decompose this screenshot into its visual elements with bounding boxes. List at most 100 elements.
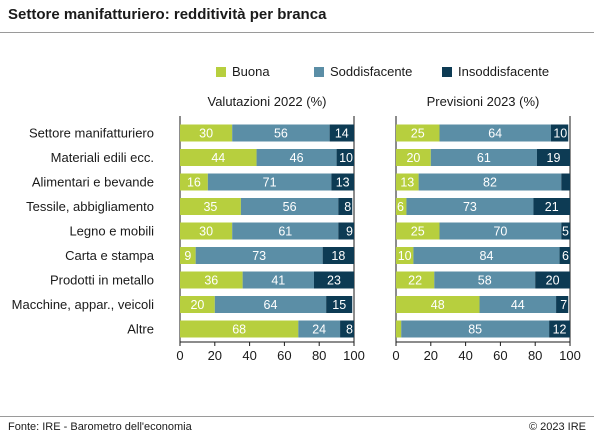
- panel-1-bar-soddisfacente-carta-e-stampa: [195, 247, 323, 264]
- panel-1-bar-insoddisfacente-tessile-abbigliamento: [338, 198, 353, 215]
- panel-2-bar-insoddisfacente-alimentari-e-bevande: [561, 173, 570, 191]
- panel-2-data-label-buona-carta-e-stampa: 10: [398, 249, 412, 263]
- panel-1-data-label-insoddisfacente-carta-e-stampa: 18: [331, 249, 345, 263]
- panel-2-bar-soddisfacente-materiali-edili-ecc: [430, 149, 537, 166]
- panel-1-tick-label-100: 100: [343, 348, 365, 363]
- panel-1-data-label-soddisfacente-alimentari-e-bevande: 71: [263, 176, 277, 190]
- panel-2-bar-buona-carta-e-stampa: [396, 247, 414, 264]
- panel-1-bar-insoddisfacente-alimentari-e-bevande: [331, 173, 354, 191]
- panel-1-data-label-insoddisfacente-legno-e-mobili: 9: [346, 225, 353, 239]
- panel-2-data-label-buona-macchine-appar-veicoli: 48: [431, 298, 445, 312]
- panel-1-bar-insoddisfacente-settore-manifatturiero: [329, 124, 354, 142]
- panel-2-bar-buona-settore-manifatturiero: [396, 124, 440, 142]
- category-label-carta-e-stampa: Carta e stampa: [65, 248, 155, 263]
- legend-label-buona: Buona: [232, 64, 270, 79]
- panel-1-bar-buona-settore-manifatturiero: [180, 124, 233, 142]
- panel-1-data-label-insoddisfacente-materiali-edili-ecc: 10: [339, 151, 353, 165]
- panel-1-bar-insoddisfacente-macchine-appar-veicoli: [326, 296, 353, 313]
- panel-2-bar-insoddisfacente-prodotti-in-metallo: [535, 271, 570, 289]
- panel-2-data-label-soddisfacente-legno-e-mobili: 70: [493, 225, 507, 239]
- panel-2-bar-insoddisfacente-tessile-abbigliamento: [533, 198, 570, 215]
- panel-1-bar-soddisfacente-alimentari-e-bevande: [207, 173, 332, 191]
- panel-1-data-label-buona-settore-manifatturiero: 30: [199, 127, 213, 141]
- panel-2-data-label-soddisfacente-alimentari-e-bevande: 82: [483, 176, 497, 190]
- panel-2-tick-label-0: 0: [392, 348, 399, 363]
- panel-1-bar-soddisfacente-legno-e-mobili: [232, 222, 339, 240]
- panel-1-data-label-buona-prodotti-in-metallo: 36: [204, 274, 218, 288]
- top-divider: [0, 32, 594, 33]
- panel-2-data-label-insoddisfacente-materiali-edili-ecc: 19: [547, 151, 561, 165]
- panel-2-data-label-soddisfacente-settore-manifatturiero: 64: [488, 127, 502, 141]
- panel-1-bar-soddisfacente-prodotti-in-metallo: [242, 271, 314, 289]
- panel-2-bar-soddisfacente-tessile-abbigliamento: [406, 198, 534, 215]
- panel-1-data-label-soddisfacente-macchine-appar-veicoli: 64: [264, 298, 278, 312]
- panel-1-bar-insoddisfacente-carta-e-stampa: [322, 247, 354, 264]
- panel-1-bar-buona-legno-e-mobili: [180, 222, 233, 240]
- panel-1-tick-label-20: 20: [208, 348, 222, 363]
- panel-1-bar-insoddisfacente-altre: [340, 320, 354, 338]
- legend-item-buona: Buona: [216, 64, 270, 79]
- panel-1-bar-buona-macchine-appar-veicoli: [180, 296, 215, 313]
- chart-title: Settore manifatturiero: redditività per …: [8, 6, 327, 23]
- panel-1-bar-buona-altre: [180, 320, 299, 338]
- panel-2-data-label-buona-legno-e-mobili: 25: [411, 225, 425, 239]
- panel-1-title: Valutazioni 2022 (%): [208, 94, 327, 109]
- source-note: Fonte: IRE - Barometro dell'economia: [8, 421, 192, 433]
- category-label-macchine-appar-veicoli: Macchine, appar., veicoli: [12, 297, 154, 312]
- panel-2-title: Previsioni 2023 (%): [427, 94, 540, 109]
- panel-2-bar-insoddisfacente-carta-e-stampa: [559, 247, 570, 264]
- panel-1-data-label-buona-carta-e-stampa: 9: [184, 249, 191, 263]
- panel-2-data-label-buona-alimentari-e-bevande: 13: [400, 176, 414, 190]
- panel-2-bar-insoddisfacente-altre: [549, 320, 570, 338]
- panel-1-data-label-insoddisfacente-settore-manifatturiero: 14: [335, 127, 349, 141]
- panel-2-bar-insoddisfacente-legno-e-mobili: [561, 222, 570, 240]
- panel-1-bar-insoddisfacente-prodotti-in-metallo: [313, 271, 354, 289]
- panel-2-data-label-insoddisfacente-settore-manifatturiero: 10: [553, 127, 567, 141]
- panel-1-data-label-soddisfacente-tessile-abbigliamento: 56: [283, 200, 297, 214]
- panel-2-tick-label-60: 60: [493, 348, 507, 363]
- panel-1-tick-label-80: 80: [312, 348, 326, 363]
- category-label-settore-manifatturiero: Settore manifatturiero: [29, 126, 154, 141]
- panel-1-data-label-insoddisfacente-macchine-appar-veicoli: 15: [332, 298, 346, 312]
- panel-1-data-label-buona-tessile-abbigliamento: 35: [203, 200, 217, 214]
- legend-swatch-insoddisfacente: [442, 66, 452, 77]
- panel-2-bar-soddisfacente-alimentari-e-bevande: [418, 173, 562, 191]
- panel-1-data-label-insoddisfacente-prodotti-in-metallo: 23: [327, 274, 341, 288]
- category-label-alimentari-e-bevande: Alimentari e bevande: [32, 175, 154, 190]
- panel-2-tick-label-80: 80: [528, 348, 542, 363]
- panel-2-data-label-insoddisfacente-macchine-appar-veicoli: 7: [560, 298, 567, 312]
- panel-1-tick-label-60: 60: [277, 348, 291, 363]
- category-label-materiali-edili-ecc: Materiali edili ecc.: [51, 150, 154, 165]
- category-label-prodotti-in-metallo: Prodotti in metallo: [50, 273, 154, 288]
- panel-1-bar-insoddisfacente-materiali-edili-ecc: [336, 149, 354, 166]
- panel-1-bar-buona-prodotti-in-metallo: [180, 271, 243, 289]
- category-label-tessile-abbigliamento: Tessile, abbigliamento: [26, 199, 154, 214]
- panel-2-data-label-buona-tessile-abbigliamento: 6: [397, 200, 404, 214]
- panel-2-bar-soddisfacente-legno-e-mobili: [439, 222, 562, 240]
- panel-2-tick-label-20: 20: [424, 348, 438, 363]
- panel-2-bar-insoddisfacente-materiali-edili-ecc: [536, 149, 570, 166]
- panel-1-bar-buona-materiali-edili-ecc: [180, 149, 257, 166]
- panel-2-data-label-insoddisfacente-tessile-abbigliamento: 21: [545, 200, 559, 214]
- panel-2-bar-buona-altre: [396, 320, 402, 338]
- panel-2-data-label-insoddisfacente-carta-e-stampa: 6: [562, 249, 569, 263]
- panel-2-data-label-insoddisfacente-altre: 12: [553, 323, 567, 337]
- panel-1-data-label-soddisfacente-prodotti-in-metallo: 41: [271, 274, 285, 288]
- panel-1-bar-soddisfacente-macchine-appar-veicoli: [214, 296, 327, 313]
- panel-1-tick-label-0: 0: [176, 348, 183, 363]
- panel-2-bar-soddisfacente-prodotti-in-metallo: [434, 271, 536, 289]
- panel-2-data-label-buona-prodotti-in-metallo: 22: [408, 274, 422, 288]
- panel-1-bar-soddisfacente-materiali-edili-ecc: [256, 149, 337, 166]
- panel-2-bar-soddisfacente-macchine-appar-veicoli: [479, 296, 557, 313]
- stacked-bar-chart: Settore manifatturiero Materiali edili ec…: [12, 94, 581, 363]
- panel-1-data-label-soddisfacente-settore-manifatturiero: 56: [274, 127, 288, 141]
- panel-1-bar-buona-carta-e-stampa: [180, 247, 196, 264]
- panel-2-data-label-buona-materiali-edili-ecc: 20: [406, 151, 420, 165]
- panel-1-data-label-buona-legno-e-mobili: 30: [199, 225, 213, 239]
- panel-2-bar-soddisfacente-settore-manifatturiero: [439, 124, 551, 142]
- panel-2-data-label-insoddisfacente-prodotti-in-metallo: 20: [546, 274, 560, 288]
- panel-2-bar-buona-prodotti-in-metallo: [396, 271, 435, 289]
- panel-2-data-label-insoddisfacente-legno-e-mobili: 5: [562, 225, 569, 239]
- panel-2-tick-label-40: 40: [458, 348, 472, 363]
- panel-2-bar-buona-macchine-appar-veicoli: [396, 296, 480, 313]
